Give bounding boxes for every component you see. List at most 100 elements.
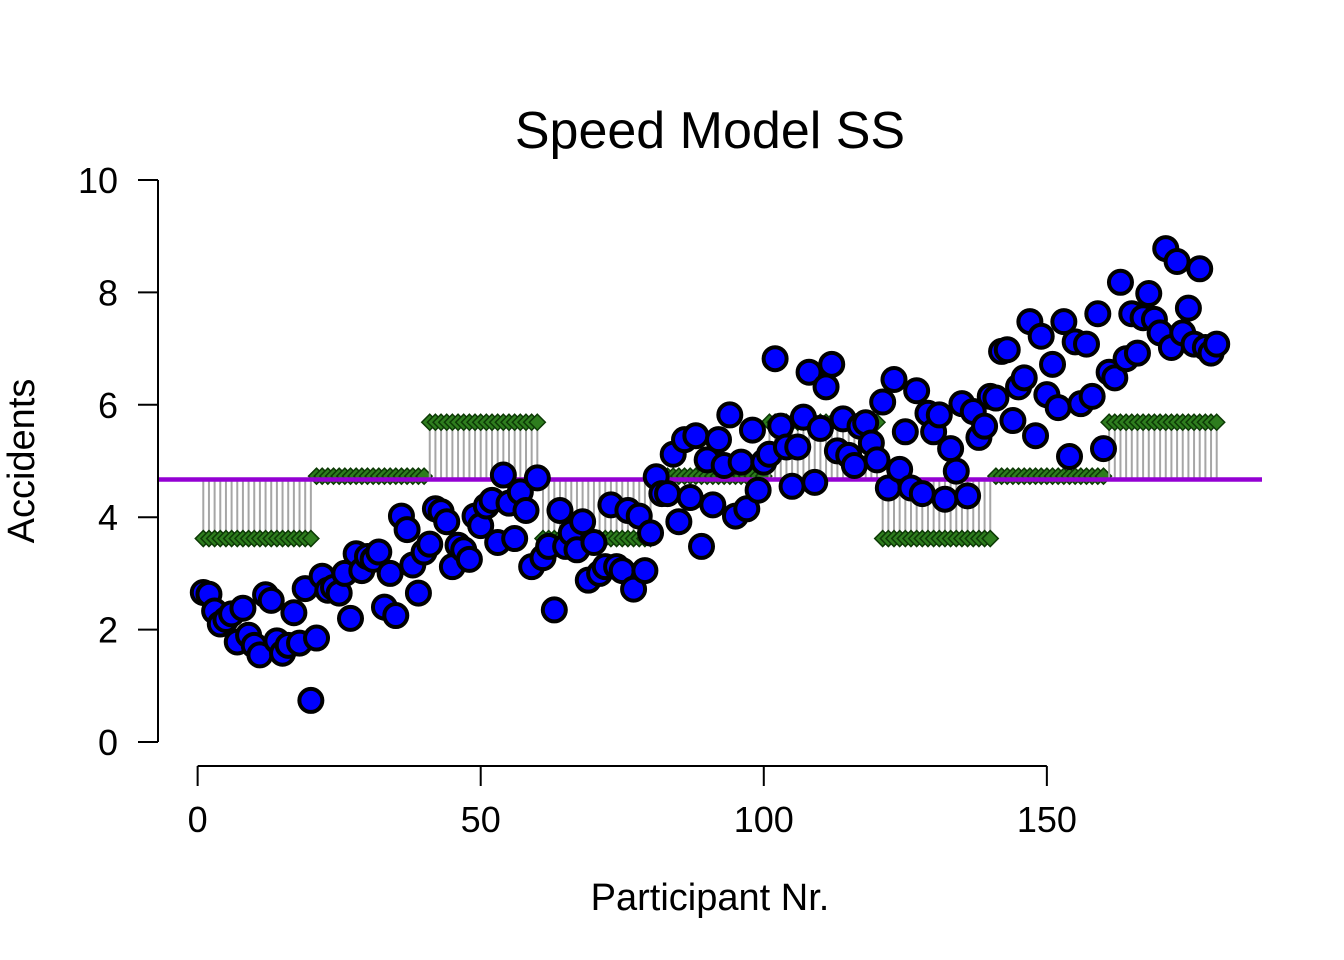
y-tick-label: 0 <box>98 722 118 763</box>
data-point <box>1163 247 1191 275</box>
data-point <box>676 484 704 512</box>
data-point <box>1174 294 1202 322</box>
group-estimate-3 <box>420 413 547 480</box>
data-point <box>795 358 823 386</box>
data-point <box>512 496 540 524</box>
data-point <box>778 472 806 500</box>
data-point <box>937 435 965 463</box>
data-point <box>280 599 308 627</box>
data-point <box>1078 382 1106 410</box>
data-point <box>863 446 891 474</box>
data-point <box>891 418 919 446</box>
y-tick-label: 6 <box>98 385 118 426</box>
data-point <box>1101 364 1129 392</box>
data-point <box>257 586 285 614</box>
data-point <box>801 468 829 496</box>
data-point <box>580 528 608 556</box>
data-point <box>1072 330 1100 358</box>
data-point <box>784 433 812 461</box>
x-tick-label: 100 <box>734 799 794 840</box>
data-point <box>569 508 597 536</box>
data-point <box>818 350 846 378</box>
data-point <box>365 538 393 566</box>
data-point <box>925 401 953 429</box>
y-axis-ticks: 0 2 4 6 8 10 <box>78 160 158 763</box>
data-point <box>546 496 574 524</box>
data-point <box>744 476 772 504</box>
data-point <box>540 596 568 624</box>
data-point <box>303 624 331 652</box>
y-tick-label: 2 <box>98 610 118 651</box>
data-point <box>1106 268 1134 296</box>
data-point <box>336 604 364 632</box>
data-point <box>229 594 257 622</box>
data-point <box>1186 255 1214 283</box>
data-point <box>297 686 325 714</box>
data-point <box>631 557 659 585</box>
estimate-diamond <box>301 529 320 548</box>
y-axis-label: Accidents <box>1 379 43 544</box>
data-point <box>738 416 766 444</box>
data-point <box>1010 364 1038 392</box>
data-point <box>1022 422 1050 450</box>
x-tick-label: 0 <box>188 799 208 840</box>
data-point <box>869 388 897 416</box>
estimate-diamond <box>1207 413 1226 432</box>
data-point <box>523 464 551 492</box>
y-tick-label: 10 <box>78 160 118 201</box>
data-point <box>382 602 410 630</box>
data-point <box>982 384 1010 412</box>
x-tick-label: 50 <box>461 799 501 840</box>
x-tick-label: 150 <box>1017 799 1077 840</box>
data-point <box>682 422 710 450</box>
data-point <box>433 508 461 536</box>
data-point <box>654 480 682 508</box>
data-point <box>727 448 755 476</box>
data-points <box>189 235 1231 714</box>
data-point <box>489 461 517 489</box>
data-point <box>931 485 959 513</box>
data-point <box>1027 322 1055 350</box>
data-point <box>954 482 982 510</box>
data-point <box>393 516 421 544</box>
data-point <box>942 457 970 485</box>
estimate-diamond <box>528 413 547 432</box>
data-point <box>1084 300 1112 328</box>
data-point <box>993 336 1021 364</box>
data-point <box>1039 350 1067 378</box>
data-point <box>903 377 931 405</box>
data-point <box>716 401 744 429</box>
data-point <box>971 412 999 440</box>
data-point <box>665 508 693 536</box>
data-point <box>1123 339 1151 367</box>
x-axis-ticks: 0 50 100 150 <box>188 766 1077 840</box>
data-point <box>704 426 732 454</box>
data-point <box>812 373 840 401</box>
data-point <box>908 480 936 508</box>
group-estimate-9 <box>1100 413 1226 480</box>
data-point <box>806 414 834 442</box>
data-point <box>688 532 716 560</box>
data-point <box>999 407 1027 435</box>
data-point <box>1056 443 1084 471</box>
data-point <box>1044 394 1072 422</box>
data-point <box>880 366 908 394</box>
group-estimate-1 <box>194 479 320 548</box>
y-tick-label: 8 <box>98 272 118 313</box>
data-point <box>1135 280 1163 308</box>
data-point <box>416 530 444 558</box>
data-point <box>455 545 483 573</box>
data-point <box>1050 308 1078 336</box>
data-point <box>699 491 727 519</box>
data-point <box>637 519 665 547</box>
estimate-diamond <box>981 529 1000 548</box>
chart-title: Speed Model SS <box>515 102 905 160</box>
x-axis-label: Participant Nr. <box>591 877 830 919</box>
data-point <box>1089 435 1117 463</box>
data-point <box>501 525 529 553</box>
data-point <box>376 559 404 587</box>
data-point <box>761 345 789 373</box>
data-point <box>840 451 868 479</box>
data-point <box>404 579 432 607</box>
